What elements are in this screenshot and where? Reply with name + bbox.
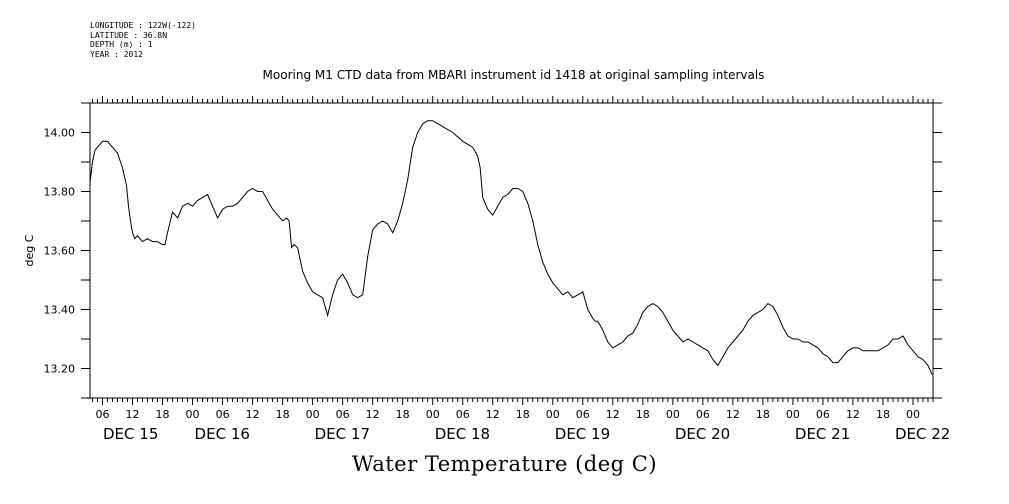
x-tick-label: 12 xyxy=(606,408,620,421)
x-day-label: DEC 17 xyxy=(315,425,370,443)
y-tick-label: 13.40 xyxy=(44,304,76,317)
x-tick-label: 00 xyxy=(786,408,800,421)
y-tick-label: 13.20 xyxy=(44,363,76,376)
depth-label: DEPTH (m) : 1 xyxy=(90,40,153,49)
x-tick-label: 06 xyxy=(816,408,830,421)
x-tick-label: 18 xyxy=(156,408,170,421)
x-tick-label: 00 xyxy=(186,408,200,421)
y-tick-label: 13.80 xyxy=(44,186,76,199)
x-tick-label: 06 xyxy=(336,408,350,421)
x-tick-label: 12 xyxy=(366,408,380,421)
latitude-label: LATITUDE : 36.8N xyxy=(90,30,168,40)
x-tick-label: 12 xyxy=(246,408,260,421)
x-tick-label: 06 xyxy=(696,408,710,421)
x-tick-label: 00 xyxy=(306,408,320,421)
x-tick-label: 06 xyxy=(216,408,230,421)
x-tick-label: 18 xyxy=(636,408,650,421)
x-tick-label: 00 xyxy=(666,408,680,421)
x-tick-label: 06 xyxy=(96,408,110,421)
plot-frame xyxy=(89,102,934,399)
x-tick-label: 18 xyxy=(396,408,410,421)
metadata-block: LONGITUDE : 122W(-122) LATITUDE : 36.8N … xyxy=(90,21,196,59)
x-tick-label: 18 xyxy=(276,408,290,421)
x-axis-title: Water Temperature (deg C) xyxy=(351,452,658,476)
x-tick-label: 06 xyxy=(456,408,470,421)
x-tick-label: 12 xyxy=(486,408,500,421)
longitude-label: LONGITUDE : 122W(-122) xyxy=(90,21,196,30)
x-day-label: DEC 21 xyxy=(795,425,850,443)
chart-title: Mooring M1 CTD data from MBARI instrumen… xyxy=(262,68,765,82)
x-day-label: DEC 19 xyxy=(555,425,610,443)
year-label: YEAR : 2012 xyxy=(90,49,143,59)
temperature-series-line xyxy=(89,120,933,375)
x-tick-label: 12 xyxy=(726,408,740,421)
x-tick-label: 00 xyxy=(546,408,560,421)
x-tick-label: 06 xyxy=(576,408,590,421)
x-day-label: DEC 18 xyxy=(435,425,490,443)
x-tick-label: 12 xyxy=(126,408,140,421)
x-tick-label: 18 xyxy=(516,408,530,421)
x-day-label: DEC 15 xyxy=(103,425,158,443)
y-axis-title: deg C xyxy=(23,234,36,266)
x-tick-label: 12 xyxy=(846,408,860,421)
x-tick-label: 18 xyxy=(756,408,770,421)
x-tick-label: 18 xyxy=(876,408,890,421)
x-day-label: DEC 20 xyxy=(675,425,730,443)
x-tick-label: 00 xyxy=(906,408,920,421)
y-tick-label: 14.00 xyxy=(44,127,76,140)
x-day-label: DEC 22 xyxy=(895,425,950,443)
x-day-label: DEC 16 xyxy=(195,425,250,443)
x-tick-label: 00 xyxy=(426,408,440,421)
y-tick-label: 13.60 xyxy=(44,245,76,258)
